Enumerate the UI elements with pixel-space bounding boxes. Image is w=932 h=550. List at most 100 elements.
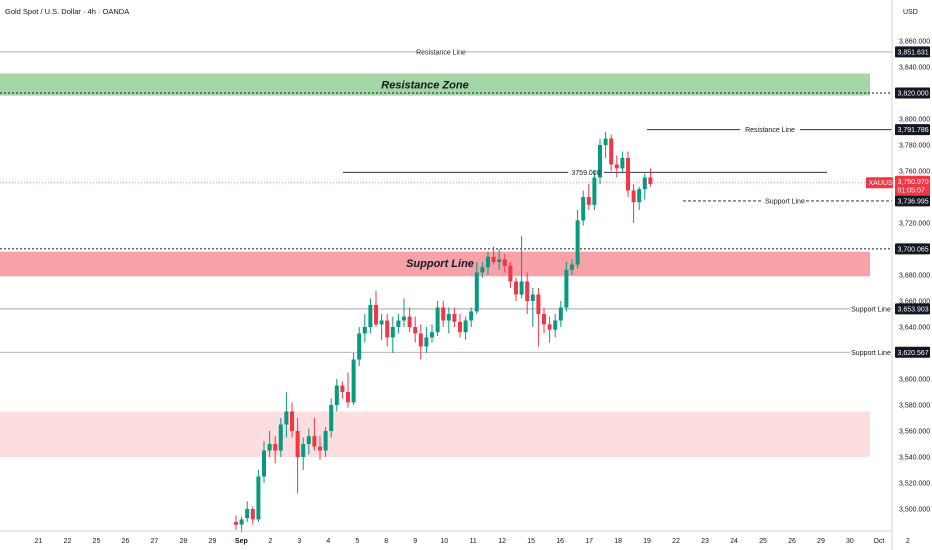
candle-body[interactable] xyxy=(351,359,356,403)
price-tick-label: 3,540.000 xyxy=(899,455,930,462)
candle-body[interactable] xyxy=(564,269,569,308)
lower-zone[interactable] xyxy=(0,411,870,458)
candle-body[interactable] xyxy=(368,304,373,327)
candle-body[interactable] xyxy=(396,320,401,328)
price-tick-label: 3,720.000 xyxy=(899,221,930,228)
candle-body[interactable] xyxy=(312,436,317,447)
candle-body[interactable] xyxy=(525,281,530,302)
candle-body[interactable] xyxy=(519,281,524,295)
candle-body[interactable] xyxy=(637,189,642,203)
candle-body[interactable] xyxy=(329,405,334,431)
candle-body[interactable] xyxy=(575,220,580,265)
price-tick-label: 3,680.000 xyxy=(899,273,930,280)
candle-body[interactable] xyxy=(234,522,238,525)
candle-body[interactable] xyxy=(357,333,362,360)
price-tick-label: 3,580.000 xyxy=(899,403,930,410)
candle-body[interactable] xyxy=(250,509,255,520)
candle-body[interactable] xyxy=(598,145,602,178)
candle-body[interactable] xyxy=(592,177,597,205)
candle-body[interactable] xyxy=(553,320,558,330)
candle-body[interactable] xyxy=(318,446,322,451)
price-badge xyxy=(895,243,930,255)
candle-body[interactable] xyxy=(301,444,306,457)
candle-body[interactable] xyxy=(424,337,429,347)
candle-body[interactable] xyxy=(603,138,608,146)
candle-body[interactable] xyxy=(402,316,406,321)
candle-body[interactable] xyxy=(362,327,367,334)
candle-body[interactable] xyxy=(502,259,507,266)
candle-body[interactable] xyxy=(390,327,395,338)
candle-body[interactable] xyxy=(435,307,440,333)
candle-body[interactable] xyxy=(239,519,244,525)
time-tick-label: 21 xyxy=(35,538,43,545)
candle-body[interactable] xyxy=(469,311,474,321)
candle-body[interactable] xyxy=(508,265,513,282)
time-tick-label: 26 xyxy=(788,538,796,545)
candle-body[interactable] xyxy=(463,320,468,333)
candle-body[interactable] xyxy=(430,332,434,338)
candle-body[interactable] xyxy=(620,158,625,169)
candle-body[interactable] xyxy=(256,476,261,520)
price-tick-label: 3,660.000 xyxy=(899,299,930,306)
candle-body[interactable] xyxy=(407,316,412,327)
price-tick-label: 3,860.000 xyxy=(899,39,930,46)
candle-body[interactable] xyxy=(491,256,496,262)
time-tick-label: 15 xyxy=(527,538,535,545)
candle-body[interactable] xyxy=(284,411,289,425)
candle-body[interactable] xyxy=(626,158,630,191)
candle-body[interactable] xyxy=(458,321,462,333)
candle-body[interactable] xyxy=(306,436,311,444)
candle-body[interactable] xyxy=(486,256,490,268)
candle-body[interactable] xyxy=(385,320,390,338)
candle-body[interactable] xyxy=(346,392,350,403)
candle-body[interactable] xyxy=(648,177,653,185)
price-tick-label: 3,840.000 xyxy=(899,65,930,72)
candle-body[interactable] xyxy=(418,333,423,347)
support-line-lower-label: Support Line xyxy=(851,350,891,357)
candle-body[interactable] xyxy=(581,197,586,221)
time-tick-label: 30 xyxy=(846,538,854,545)
candle-body[interactable] xyxy=(446,314,451,321)
candle-body[interactable] xyxy=(323,431,328,451)
candle-body[interactable] xyxy=(262,450,266,477)
price-badge-text: 3,653.903 xyxy=(898,306,929,313)
candle-body[interactable] xyxy=(558,307,563,321)
candle-body[interactable] xyxy=(547,324,552,330)
candle-body[interactable] xyxy=(570,264,574,270)
candle-body[interactable] xyxy=(295,431,300,457)
candle-body[interactable] xyxy=(586,197,591,205)
candle-body[interactable] xyxy=(441,307,446,321)
candle-body[interactable] xyxy=(413,327,418,334)
candle-body[interactable] xyxy=(631,190,636,203)
candle-body[interactable] xyxy=(536,294,541,315)
candle-body[interactable] xyxy=(474,272,479,312)
time-tick-label: 9 xyxy=(413,538,417,545)
candle-body[interactable] xyxy=(614,164,619,169)
time-tick-label: 27 xyxy=(151,538,159,545)
candle-body[interactable] xyxy=(609,138,614,165)
candle-body[interactable] xyxy=(452,314,457,322)
candle-body[interactable] xyxy=(497,259,502,262)
candle-body[interactable] xyxy=(334,385,339,406)
candle-body[interactable] xyxy=(379,320,384,325)
candle-body[interactable] xyxy=(542,314,546,325)
candle-body[interactable] xyxy=(273,444,278,451)
candle-body[interactable] xyxy=(245,509,250,519)
candle-body[interactable] xyxy=(480,267,485,273)
resistance-zone[interactable] xyxy=(0,73,870,96)
candle-body[interactable] xyxy=(267,444,272,451)
candle-body[interactable] xyxy=(530,294,535,302)
candle-body[interactable] xyxy=(340,385,345,393)
candle-body[interactable] xyxy=(278,424,283,451)
current-price-text: 3,750.970 xyxy=(898,179,929,186)
candle-body[interactable] xyxy=(290,411,294,432)
candle-body[interactable] xyxy=(514,281,518,295)
price-badge xyxy=(895,195,930,207)
candle-body[interactable] xyxy=(642,177,647,190)
price-badge-text: 3,851.631 xyxy=(898,49,929,56)
time-tick-label: 28 xyxy=(179,538,187,545)
candle-body[interactable] xyxy=(374,304,378,325)
price-badge-text: 3,820.000 xyxy=(898,91,929,98)
support-zone[interactable] xyxy=(0,251,870,277)
